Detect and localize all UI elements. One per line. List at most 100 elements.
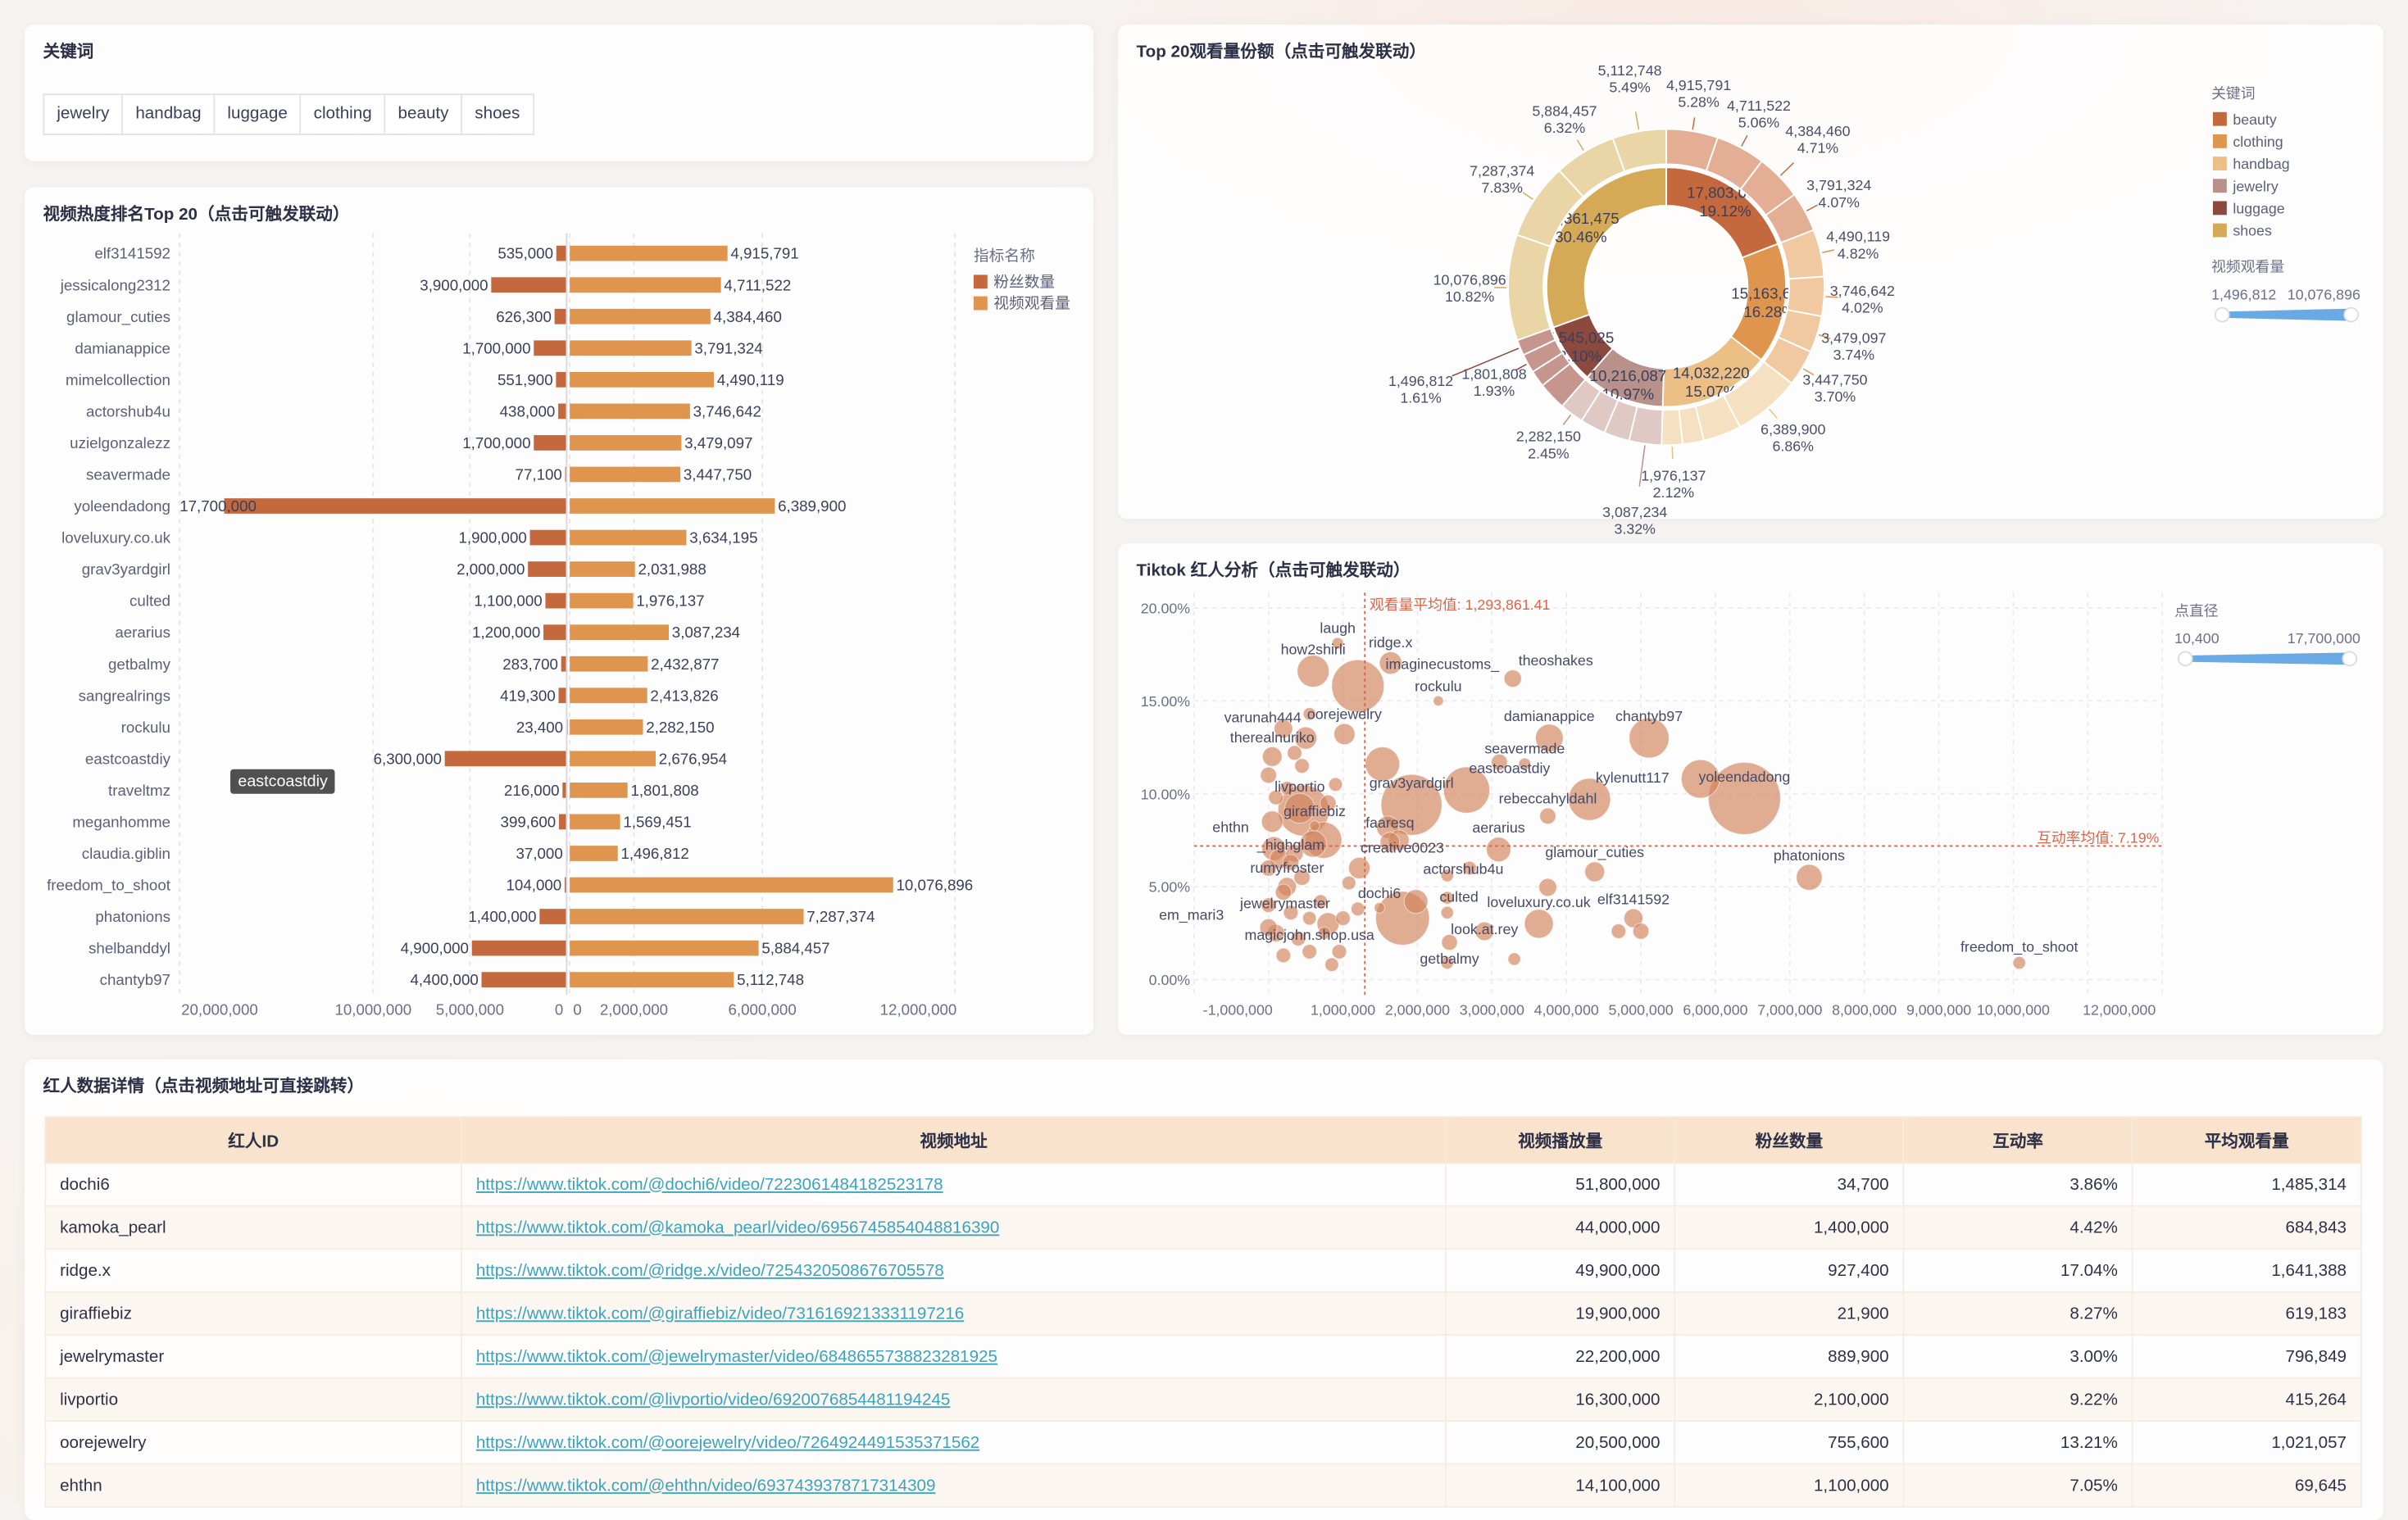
video-url-cell[interactable]: https://www.tiktok.com/@dochi6/video/722…	[461, 1163, 1446, 1205]
category-label[interactable]: meganhomme	[72, 813, 170, 830]
legend-item-shoes[interactable]: shoes	[2233, 223, 2272, 239]
scatter-point[interactable]	[1504, 670, 1521, 687]
scatter-point[interactable]	[1302, 911, 1316, 925]
fans-bar[interactable]	[557, 246, 567, 261]
legend-swatch[interactable]	[974, 275, 988, 288]
scatter-point[interactable]	[1508, 953, 1520, 965]
scatter-point[interactable]	[1524, 910, 1553, 938]
category-label[interactable]: uzielgonzalezz	[70, 434, 170, 451]
legend-item[interactable]: 粉丝数量	[993, 273, 1055, 290]
column-header[interactable]: 互动率	[1903, 1117, 2132, 1163]
column-header[interactable]: 视频播放量	[1446, 1117, 1674, 1163]
category-label[interactable]: seavermade	[86, 466, 170, 483]
video-url-cell[interactable]: https://www.tiktok.com/@jewelrymaster/vi…	[461, 1335, 1446, 1377]
category-label[interactable]: damianappice	[75, 339, 170, 356]
scatter-point[interactable]	[1404, 890, 1428, 914]
views-bar[interactable]	[570, 309, 711, 324]
scatter-point[interactable]	[1310, 821, 1320, 831]
scatter-point[interactable]	[1585, 862, 1605, 882]
video-url-cell[interactable]: https://www.tiktok.com/@ehthn/video/6937…	[461, 1464, 1446, 1507]
views-bar[interactable]	[570, 561, 635, 577]
outer-slice[interactable]	[1661, 409, 1683, 445]
legend-item[interactable]: 视频观看量	[993, 295, 1070, 312]
fans-bar[interactable]	[558, 404, 566, 420]
video-link[interactable]: https://www.tiktok.com/@kamoka_pearl/vid…	[476, 1218, 1000, 1236]
legend-item-luggage[interactable]: luggage	[2233, 200, 2284, 216]
category-label[interactable]: phatonions	[95, 908, 170, 925]
fans-bar[interactable]	[539, 909, 566, 924]
video-url-cell[interactable]: https://www.tiktok.com/@ridge.x/video/72…	[461, 1249, 1446, 1291]
views-bar[interactable]	[570, 909, 803, 924]
category-label[interactable]: loveluxury.co.uk	[61, 529, 170, 547]
category-label[interactable]: jessicalong2312	[60, 276, 170, 293]
video-link[interactable]: https://www.tiktok.com/@jewelrymaster/vi…	[476, 1347, 997, 1365]
scatter-point[interactable]	[1343, 876, 1356, 890]
scatter-point[interactable]	[1325, 958, 1339, 972]
scatter-point[interactable]	[1262, 746, 1282, 766]
column-header[interactable]: 红人ID	[45, 1117, 461, 1163]
video-link[interactable]: https://www.tiktok.com/@dochi6/video/722…	[476, 1175, 943, 1193]
legend-swatch[interactable]	[2213, 134, 2227, 148]
scatter-point[interactable]	[1351, 902, 1365, 916]
category-label[interactable]: mimelcollection	[66, 371, 170, 388]
views-bar[interactable]	[570, 624, 669, 640]
views-bar[interactable]	[570, 277, 721, 293]
size-legend-handle-max[interactable]	[2342, 651, 2356, 665]
video-url-cell[interactable]: https://www.tiktok.com/@kamoka_pearl/vid…	[461, 1206, 1446, 1249]
fans-bar[interactable]	[555, 309, 567, 324]
views-bar[interactable]	[570, 340, 691, 356]
fans-bar[interactable]	[534, 340, 566, 356]
fans-bar[interactable]	[556, 372, 566, 388]
scatter-point[interactable]	[1633, 923, 1649, 940]
category-label[interactable]: traveltmz	[108, 782, 170, 799]
category-label[interactable]: culted	[129, 592, 170, 610]
category-label[interactable]: glamour_cuties	[66, 308, 170, 326]
category-label[interactable]: actorshub4u	[86, 402, 170, 420]
scatter-point[interactable]	[1295, 759, 1310, 774]
video-link[interactable]: https://www.tiktok.com/@oorejewelry/vide…	[476, 1433, 979, 1451]
legend-swatch[interactable]	[2213, 179, 2227, 193]
fans-bar[interactable]	[482, 972, 567, 987]
fans-bar[interactable]	[561, 656, 567, 672]
legend-swatch[interactable]	[2213, 112, 2227, 126]
visual-map-handle-min[interactable]	[2215, 308, 2229, 322]
category-label[interactable]: claudia.giblin	[82, 845, 170, 862]
legend-item-beauty[interactable]: beauty	[2233, 111, 2277, 128]
fans-bar[interactable]	[445, 751, 567, 766]
keyword-button-shoes[interactable]: shoes	[462, 95, 532, 134]
category-label[interactable]: rockulu	[121, 719, 170, 736]
scatter-point[interactable]	[1288, 746, 1302, 760]
column-header[interactable]: 视频地址	[461, 1117, 1446, 1163]
category-label[interactable]: yoleendadong	[74, 497, 170, 515]
scatter-point[interactable]	[1332, 945, 1347, 960]
views-bar[interactable]	[570, 814, 620, 830]
legend-item-clothing[interactable]: clothing	[2233, 134, 2283, 150]
video-url-cell[interactable]: https://www.tiktok.com/@oorejewelry/vide…	[461, 1421, 1446, 1463]
video-link[interactable]: https://www.tiktok.com/@ridge.x/video/72…	[476, 1261, 944, 1279]
video-link[interactable]: https://www.tiktok.com/@giraffiebiz/vide…	[476, 1304, 964, 1323]
scatter-point[interactable]	[1261, 811, 1283, 833]
keyword-button-jewelry[interactable]: jewelry	[44, 95, 123, 134]
scatter-point[interactable]	[1441, 906, 1453, 919]
fans-bar[interactable]	[543, 624, 566, 640]
category-label[interactable]: chantyb97	[100, 971, 170, 988]
views-bar[interactable]	[570, 372, 714, 388]
fans-bar[interactable]	[472, 941, 567, 956]
scatter-point[interactable]	[1487, 837, 1511, 862]
scatter-point[interactable]	[1348, 857, 1370, 878]
category-label[interactable]: aerarius	[115, 624, 170, 641]
fans-bar[interactable]	[534, 435, 566, 451]
scatter-point[interactable]	[1329, 778, 1343, 792]
scatter-point[interactable]	[1433, 696, 1443, 706]
scatter-point[interactable]	[1276, 948, 1291, 963]
category-label[interactable]: eastcoastdiy	[85, 750, 171, 767]
views-bar[interactable]	[570, 972, 734, 987]
video-url-cell[interactable]: https://www.tiktok.com/@livportio/video/…	[461, 1378, 1446, 1421]
fans-bar[interactable]	[558, 687, 566, 703]
video-url-cell[interactable]: https://www.tiktok.com/@giraffiebiz/vide…	[461, 1292, 1446, 1335]
views-bar[interactable]	[570, 467, 680, 483]
views-bar[interactable]	[570, 404, 690, 420]
views-bar[interactable]	[570, 656, 647, 672]
views-bar[interactable]	[570, 783, 628, 798]
column-header[interactable]: 粉丝数量	[1674, 1117, 1903, 1163]
